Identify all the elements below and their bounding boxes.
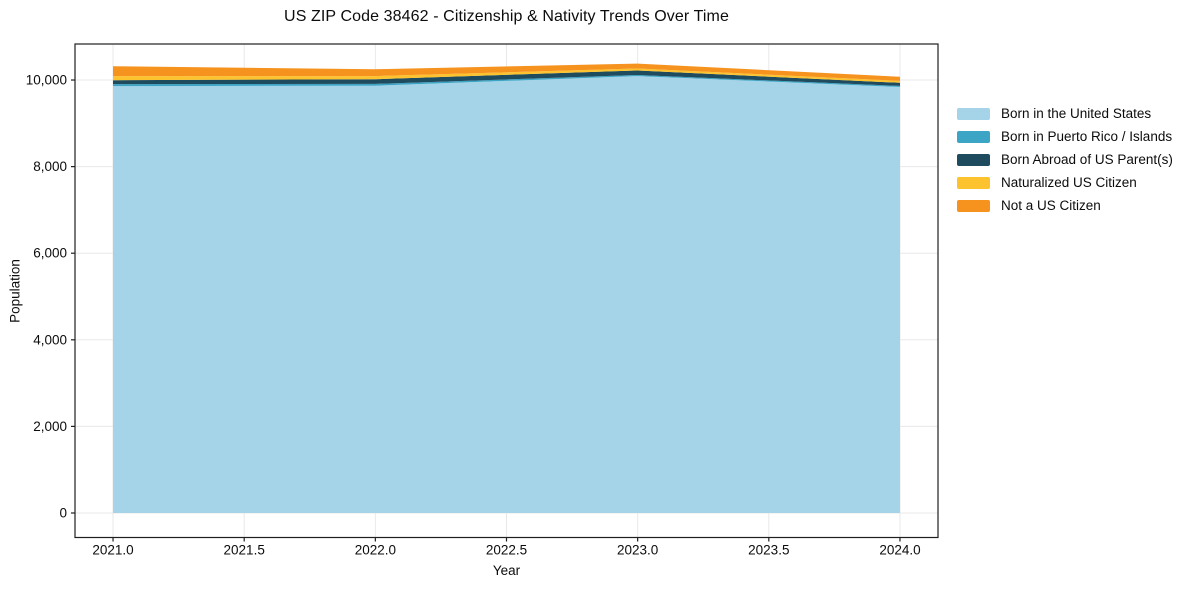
legend-swatch-not-a-us-citizen (957, 199, 990, 212)
legend-label: Born in the United States (1001, 106, 1152, 121)
legend-swatch-born-in-the-united-states (957, 107, 990, 120)
area-born-in-puerto-rico-islands (113, 75, 900, 87)
y-tick-label: 6,000 (33, 246, 67, 261)
x-tick-label: 2023.5 (748, 543, 789, 558)
y-tick-label: 8,000 (33, 159, 67, 174)
y-tick-label: 10,000 (26, 73, 67, 88)
legend-item-not-a-us-citizen: Not a US Citizen (957, 198, 1173, 213)
x-tick-label: 2024.0 (879, 543, 920, 558)
legend: Born in the United States Born in Puerto … (957, 106, 1173, 213)
x-axis-label: Year (492, 563, 521, 578)
legend-label: Not a US Citizen (1001, 198, 1101, 213)
y-axis-label: Population (7, 259, 23, 323)
x-tick-label: 2022.0 (355, 543, 396, 558)
legend-label: Naturalized US Citizen (1001, 175, 1137, 190)
x-tick-label: 2022.5 (486, 543, 527, 558)
legend-item-naturalized-us-citizen: Naturalized US Citizen (957, 175, 1173, 190)
legend-item-born-in-puerto-rico-islands: Born in Puerto Rico / Islands (957, 129, 1173, 144)
legend-swatch-naturalized-us-citizen (957, 176, 990, 189)
area-born-in-the-united-states (113, 76, 900, 513)
y-tick-label: 2,000 (33, 419, 67, 434)
area-born-abroad-of-us-parent-s (113, 70, 900, 86)
x-tick-label: 2021.0 (92, 543, 133, 558)
legend-item-born-in-the-united-states: Born in the United States (957, 106, 1173, 121)
legend-swatch-born-in-puerto-rico-islands (957, 130, 990, 143)
area-naturalized-us-citizen (113, 68, 900, 83)
legend-label: Born Abroad of US Parent(s) (1001, 152, 1173, 167)
chart-title: US ZIP Code 38462 - Citizenship & Nativi… (284, 8, 729, 25)
x-tick-label: 2021.5 (224, 543, 265, 558)
y-tick-label: 4,000 (33, 332, 67, 347)
x-tick-label: 2023.0 (617, 543, 658, 558)
legend-swatch-born-abroad-of-us-parent-s (957, 153, 990, 166)
y-tick-label: 0 (59, 505, 67, 520)
legend-label: Born in Puerto Rico / Islands (1001, 129, 1173, 144)
area-not-a-us-citizen (113, 63, 900, 81)
legend-item-born-abroad-of-us-parent-s: Born Abroad of US Parent(s) (957, 152, 1173, 167)
